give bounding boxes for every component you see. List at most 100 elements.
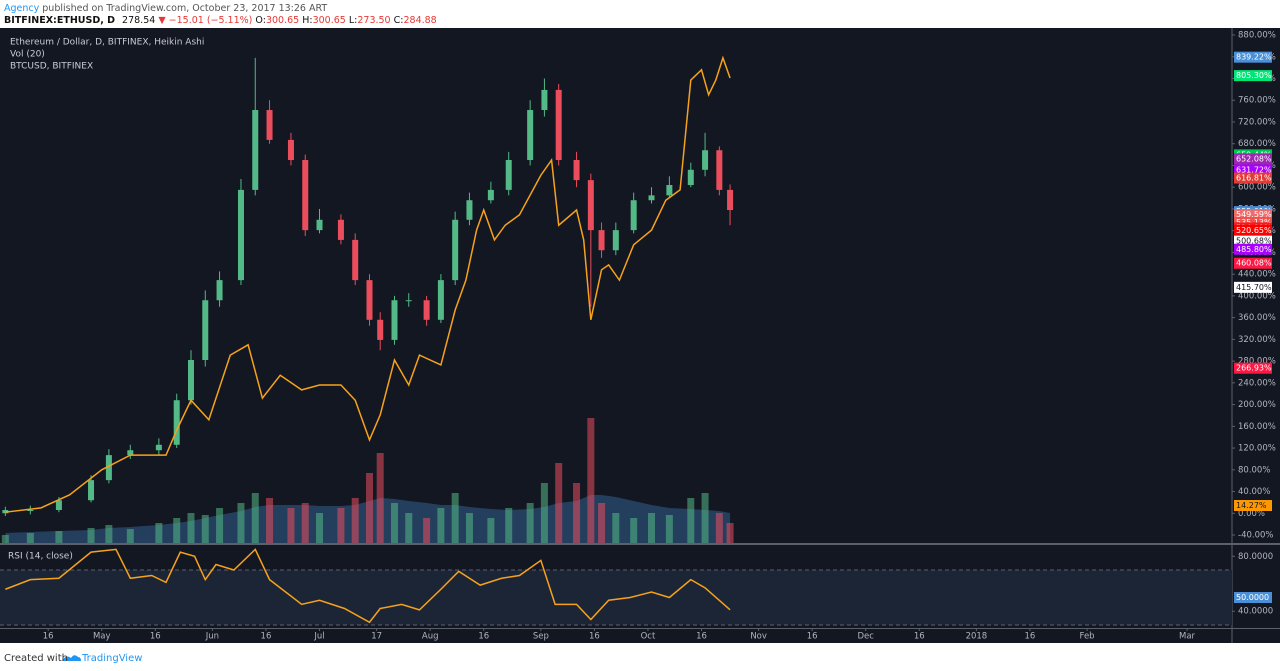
- candle-body: [27, 510, 34, 512]
- last-price: 278.54: [122, 15, 155, 26]
- volume-bar: [266, 498, 274, 543]
- volume-bar: [187, 513, 195, 543]
- price-label-box: [1234, 224, 1272, 236]
- price-label: 415.70%: [1236, 283, 1272, 292]
- x-tick-label: Nov: [750, 632, 767, 642]
- y-tick-label: 600.00%: [1238, 183, 1276, 193]
- price-label-box: [1234, 591, 1272, 603]
- x-tick-label: Mar: [1179, 632, 1196, 642]
- x-tick-label: 2018: [966, 632, 988, 642]
- volume-bar: [451, 493, 459, 543]
- candle-body: [405, 300, 412, 302]
- volume-bar: [201, 515, 209, 543]
- volume-bar: [287, 508, 295, 543]
- y-tick-label: 40.00%: [1238, 487, 1270, 497]
- candle-body: [337, 219, 344, 240]
- candle-body: [716, 150, 723, 190]
- candle-body: [105, 455, 112, 481]
- author[interactable]: Agency: [4, 3, 40, 14]
- footer-brand[interactable]: TradingView: [81, 653, 142, 664]
- volume-bar: [216, 508, 224, 543]
- volume-bar: [173, 518, 181, 543]
- volume-bar: [301, 503, 309, 543]
- candle-body: [88, 480, 95, 501]
- price-label: 520.65%: [1236, 226, 1272, 235]
- open-value: 300.65: [266, 15, 299, 26]
- x-tick-label: Oct: [641, 632, 656, 642]
- volume-bar: [505, 508, 513, 543]
- price-label-box: [1234, 209, 1272, 221]
- candle-body: [187, 360, 194, 401]
- x-tick-label: 16: [696, 632, 707, 642]
- symbol: BITFINEX:ETHUSD, D: [4, 15, 115, 26]
- volume-bar: [351, 498, 359, 543]
- volume-bar: [555, 463, 563, 543]
- price-label: 549.59%: [1236, 210, 1272, 219]
- compare-line: [5, 55, 731, 513]
- volume-bar: [573, 483, 581, 543]
- candle-body: [352, 239, 359, 281]
- x-tick-label: Aug: [422, 632, 439, 642]
- price-label: 805.30%: [1236, 71, 1272, 80]
- candle-body: [391, 300, 398, 340]
- x-tick-label: May: [93, 632, 111, 642]
- volume-bar: [105, 525, 113, 543]
- low-value: 273.50: [357, 15, 390, 26]
- price-label-box: [1234, 70, 1272, 82]
- y-tick-label: 240.00%: [1238, 378, 1276, 388]
- x-tick-label: 16: [150, 632, 161, 642]
- candle-body: [598, 230, 605, 251]
- y-tick-label: 320.00%: [1238, 335, 1276, 345]
- candle-body: [648, 195, 655, 201]
- volume-bar: [155, 523, 163, 543]
- footer-logo: [62, 655, 81, 661]
- candle-body: [216, 280, 223, 301]
- price-label: 839.22%: [1236, 53, 1272, 62]
- volume-bar: [630, 518, 638, 543]
- candle-body: [630, 200, 637, 231]
- price-label-box: [1234, 243, 1272, 255]
- high-value: 300.65: [313, 15, 346, 26]
- volume-bar: [526, 503, 534, 543]
- compare-legend: BTCUSD, BITFINEX: [10, 62, 93, 72]
- x-tick-label: 16: [807, 632, 818, 642]
- volume-bar: [598, 503, 606, 543]
- price-label-box: [1234, 281, 1272, 293]
- volume-bar: [237, 503, 245, 543]
- candle-body: [587, 180, 594, 231]
- y-tick-label: 400.00%: [1238, 291, 1276, 301]
- price-label-box: [1234, 235, 1272, 247]
- volume-bar: [587, 418, 595, 543]
- candle-body: [727, 189, 734, 211]
- y-tick-label: 360.00%: [1238, 313, 1276, 323]
- volume-bar: [251, 493, 259, 543]
- volume-bar: [687, 498, 695, 543]
- candle-body: [555, 89, 562, 161]
- price-label: 485.80%: [1236, 245, 1272, 254]
- volume-legend: Vol (20): [10, 50, 45, 60]
- candle-body: [252, 110, 259, 190]
- volume-bar: [337, 508, 345, 543]
- y-tick-label: 280.00%: [1238, 357, 1276, 367]
- low-label: L:: [349, 15, 358, 26]
- candle-body: [573, 160, 580, 181]
- candle-body: [487, 189, 494, 201]
- volume-bar: [487, 518, 495, 543]
- volume-bar: [316, 513, 324, 543]
- candle-body: [527, 110, 534, 161]
- x-tick-label: 16: [914, 632, 925, 642]
- rsi-band: [0, 570, 1232, 625]
- price-label-box: [1234, 51, 1272, 63]
- price-label-box: [1234, 362, 1272, 374]
- volume-bar: [55, 531, 63, 543]
- y-tick-label: -40.00%: [1238, 531, 1273, 541]
- candle-body: [505, 160, 512, 190]
- candle-body: [366, 280, 373, 320]
- volume-bar: [87, 528, 95, 543]
- candle-body: [377, 319, 384, 340]
- x-tick-label: Feb: [1080, 632, 1095, 642]
- volume-bar: [726, 523, 734, 543]
- header-line: Agency published on TradingView.com, Oct…: [4, 3, 327, 14]
- volume-bar: [465, 513, 473, 543]
